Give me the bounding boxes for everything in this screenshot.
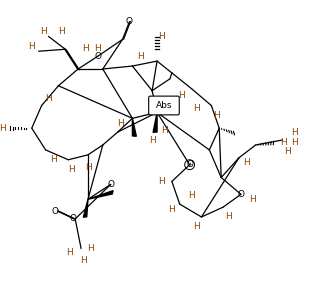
Text: H: H xyxy=(80,256,87,265)
Text: H: H xyxy=(82,44,88,53)
Text: H: H xyxy=(159,177,165,186)
Text: O: O xyxy=(70,214,77,224)
Text: H: H xyxy=(45,94,52,103)
Text: O: O xyxy=(126,17,133,26)
Text: H: H xyxy=(117,119,124,128)
Text: H: H xyxy=(162,126,168,135)
Text: H: H xyxy=(149,135,155,145)
Text: O: O xyxy=(186,160,193,169)
Text: H: H xyxy=(280,139,287,147)
Text: H: H xyxy=(243,158,250,167)
Text: H: H xyxy=(193,104,200,113)
Text: O: O xyxy=(52,206,59,216)
Text: H: H xyxy=(68,165,74,174)
Text: H: H xyxy=(188,191,195,200)
Text: H: H xyxy=(168,204,175,214)
Text: H: H xyxy=(28,42,35,51)
Text: H: H xyxy=(58,27,65,36)
Text: H: H xyxy=(225,212,231,222)
Text: O: O xyxy=(237,190,244,199)
Polygon shape xyxy=(153,112,157,132)
Text: H: H xyxy=(284,147,291,156)
Text: H: H xyxy=(249,195,256,204)
Text: H: H xyxy=(40,27,47,36)
Text: H: H xyxy=(95,44,101,53)
Text: H: H xyxy=(50,155,57,164)
Text: H: H xyxy=(193,222,200,231)
Polygon shape xyxy=(83,199,88,217)
Text: H: H xyxy=(158,32,164,41)
Text: H: H xyxy=(178,91,185,100)
Text: H: H xyxy=(87,244,94,253)
Text: H: H xyxy=(291,139,298,147)
Polygon shape xyxy=(132,118,136,136)
Text: H: H xyxy=(291,128,298,137)
Text: H: H xyxy=(0,124,6,133)
Text: H: H xyxy=(66,248,73,257)
Text: Abs: Abs xyxy=(156,101,172,110)
Text: O: O xyxy=(94,52,101,61)
Text: O: O xyxy=(107,180,114,189)
FancyBboxPatch shape xyxy=(149,96,179,115)
Text: H: H xyxy=(213,111,220,120)
Text: H: H xyxy=(85,163,91,172)
Text: +: + xyxy=(187,162,192,167)
Text: H: H xyxy=(137,52,144,61)
Polygon shape xyxy=(88,191,113,199)
